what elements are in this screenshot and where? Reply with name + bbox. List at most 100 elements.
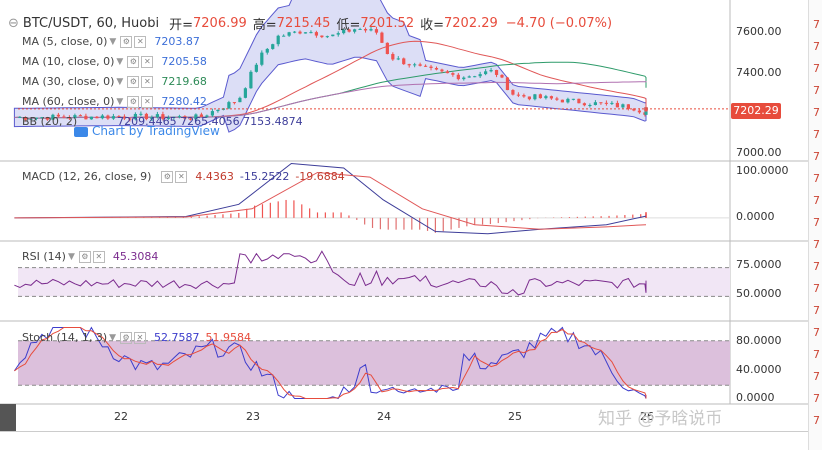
- ma100-line: [14, 81, 647, 119]
- candle-body: [522, 95, 526, 97]
- candle-body: [150, 117, 154, 120]
- close-icon[interactable]: ✕: [134, 35, 147, 48]
- strip-digit: 7: [813, 172, 820, 185]
- stoch-legend[interactable]: Stoch (14, 1, 3) ▼ ⚙ ✕ 52.7587 51.9584: [22, 331, 251, 344]
- stoch-k-line: [13, 326, 647, 400]
- chevron-down-icon[interactable]: ▼: [109, 36, 117, 47]
- tradingview-logo-icon: [74, 126, 88, 137]
- settings-icon[interactable]: ⚙: [127, 75, 140, 88]
- candle-body: [336, 33, 340, 35]
- candle-body: [111, 116, 115, 119]
- change-value: −4.70 (−0.07%): [505, 16, 613, 31]
- candle-body: [84, 115, 88, 120]
- collapse-icon[interactable]: ⊖: [8, 16, 19, 31]
- chevron-down-icon[interactable]: ▼: [116, 96, 124, 107]
- candle-body: [363, 28, 368, 31]
- candle-body: [593, 102, 597, 106]
- candle-body: [172, 116, 176, 118]
- macd-tick: 0.0000: [736, 210, 775, 223]
- stoch-tick: 0.0000: [736, 391, 775, 404]
- candle-body: [303, 32, 308, 34]
- close-icon[interactable]: ✕: [141, 55, 154, 68]
- candle-body: [155, 114, 159, 118]
- macd-signal-line: [14, 171, 647, 230]
- macd-hist-value: -19.6884: [295, 170, 345, 183]
- candle-body: [544, 96, 548, 99]
- candle-body: [216, 109, 220, 112]
- candle-body: [380, 32, 384, 43]
- rsi-legend[interactable]: RSI (14) ▼ ⚙ ✕ 45.3084: [22, 250, 158, 263]
- overlay-ma10[interactable]: MA (10, close, 0) ▼ ⚙ ✕ 7205.58: [22, 55, 207, 68]
- settings-icon[interactable]: ⚙: [120, 35, 133, 48]
- x-tick: 22: [114, 410, 128, 423]
- price-tick: 7000.00: [736, 146, 782, 159]
- overlay-bb[interactable]: BB (20, 2) 7209.4465 7265.4056 7153.4874: [22, 115, 303, 128]
- rsi-tick: 50.0000: [736, 287, 782, 300]
- indicator-name: MACD (12, 26, close, 9): [22, 170, 152, 183]
- candle-body: [342, 29, 346, 34]
- candle-body: [407, 64, 411, 66]
- candle-body: [429, 66, 433, 69]
- settings-icon[interactable]: ⚙: [161, 170, 174, 183]
- candle-body: [292, 31, 297, 33]
- overlay-value: 7219.68: [161, 75, 207, 88]
- candle-body: [644, 111, 648, 115]
- candle-body: [199, 114, 203, 117]
- stoch-band: [18, 340, 730, 386]
- candle-body: [588, 105, 592, 107]
- strip-digit: 7: [813, 304, 820, 317]
- candle-body: [402, 58, 406, 65]
- candle-body: [62, 116, 66, 118]
- last-price-tag: 7202.29: [731, 103, 781, 119]
- settings-icon[interactable]: ⚙: [127, 95, 140, 108]
- close-icon[interactable]: ✕: [134, 331, 147, 344]
- strip-digit: 7: [813, 216, 820, 229]
- candle-body: [423, 65, 428, 67]
- chevron-down-icon[interactable]: ▼: [67, 251, 75, 262]
- candle-body: [511, 90, 515, 95]
- overlay-value: 7280.42: [161, 95, 207, 108]
- settings-icon[interactable]: ⚙: [127, 55, 140, 68]
- close-label: 收=: [420, 18, 445, 33]
- settings-icon[interactable]: ⚙: [78, 250, 91, 263]
- price-tick: 7400.00: [736, 66, 782, 79]
- candle-body: [626, 104, 630, 109]
- strip-digit: 7: [813, 106, 820, 119]
- chevron-down-icon[interactable]: ▼: [116, 56, 124, 67]
- chevron-down-icon[interactable]: ▼: [109, 332, 117, 343]
- strip-digit: 7: [813, 370, 820, 383]
- candle-body: [632, 108, 636, 111]
- candle-body: [265, 48, 269, 53]
- close-icon[interactable]: ✕: [175, 170, 188, 183]
- candle-body: [549, 96, 553, 99]
- tradingview-label: Chart by TradingView: [92, 124, 220, 138]
- settings-icon[interactable]: ⚙: [120, 331, 133, 344]
- close-icon[interactable]: ✕: [92, 250, 105, 263]
- candle-body: [249, 71, 253, 89]
- candle-body: [413, 64, 417, 66]
- x-tick: 25: [508, 410, 522, 423]
- overlay-ma60[interactable]: MA (60, close, 0) ▼ ⚙ ✕ 7280.42: [22, 95, 207, 108]
- close-icon[interactable]: ✕: [141, 95, 154, 108]
- candle-body: [254, 64, 258, 72]
- bottom-toolbar[interactable]: [0, 431, 808, 451]
- open-value: 7206.99: [193, 16, 247, 31]
- overlay-ma30[interactable]: MA (30, close, 0) ▼ ⚙ ✕ 7219.68: [22, 75, 207, 88]
- candle-body: [500, 74, 504, 78]
- candle-body: [227, 102, 231, 109]
- overlay-name: MA (10, close, 0): [22, 55, 115, 68]
- macd-tick: 100.0000: [736, 164, 789, 177]
- strip-digit: 7: [813, 282, 820, 295]
- tradingview-credit[interactable]: Chart by TradingView: [74, 124, 220, 138]
- macd-legend[interactable]: MACD (12, 26, close, 9) ⚙ ✕ 4.4363 -15.2522…: [22, 170, 345, 183]
- close-icon[interactable]: ✕: [141, 75, 154, 88]
- chevron-down-icon[interactable]: ▼: [116, 76, 124, 87]
- overlay-ma5[interactable]: MA (5, close, 0) ▼ ⚙ ✕ 7203.87: [22, 35, 200, 48]
- symbol-header: ⊖ BTC/USDT, 60, Huobi 开= 7206.99 高= 7215…: [8, 14, 612, 33]
- candle-body: [18, 117, 22, 119]
- candle-body: [418, 64, 422, 66]
- symbol-title[interactable]: BTC/USDT, 60, Huobi: [22, 16, 160, 31]
- candle-body: [183, 116, 187, 119]
